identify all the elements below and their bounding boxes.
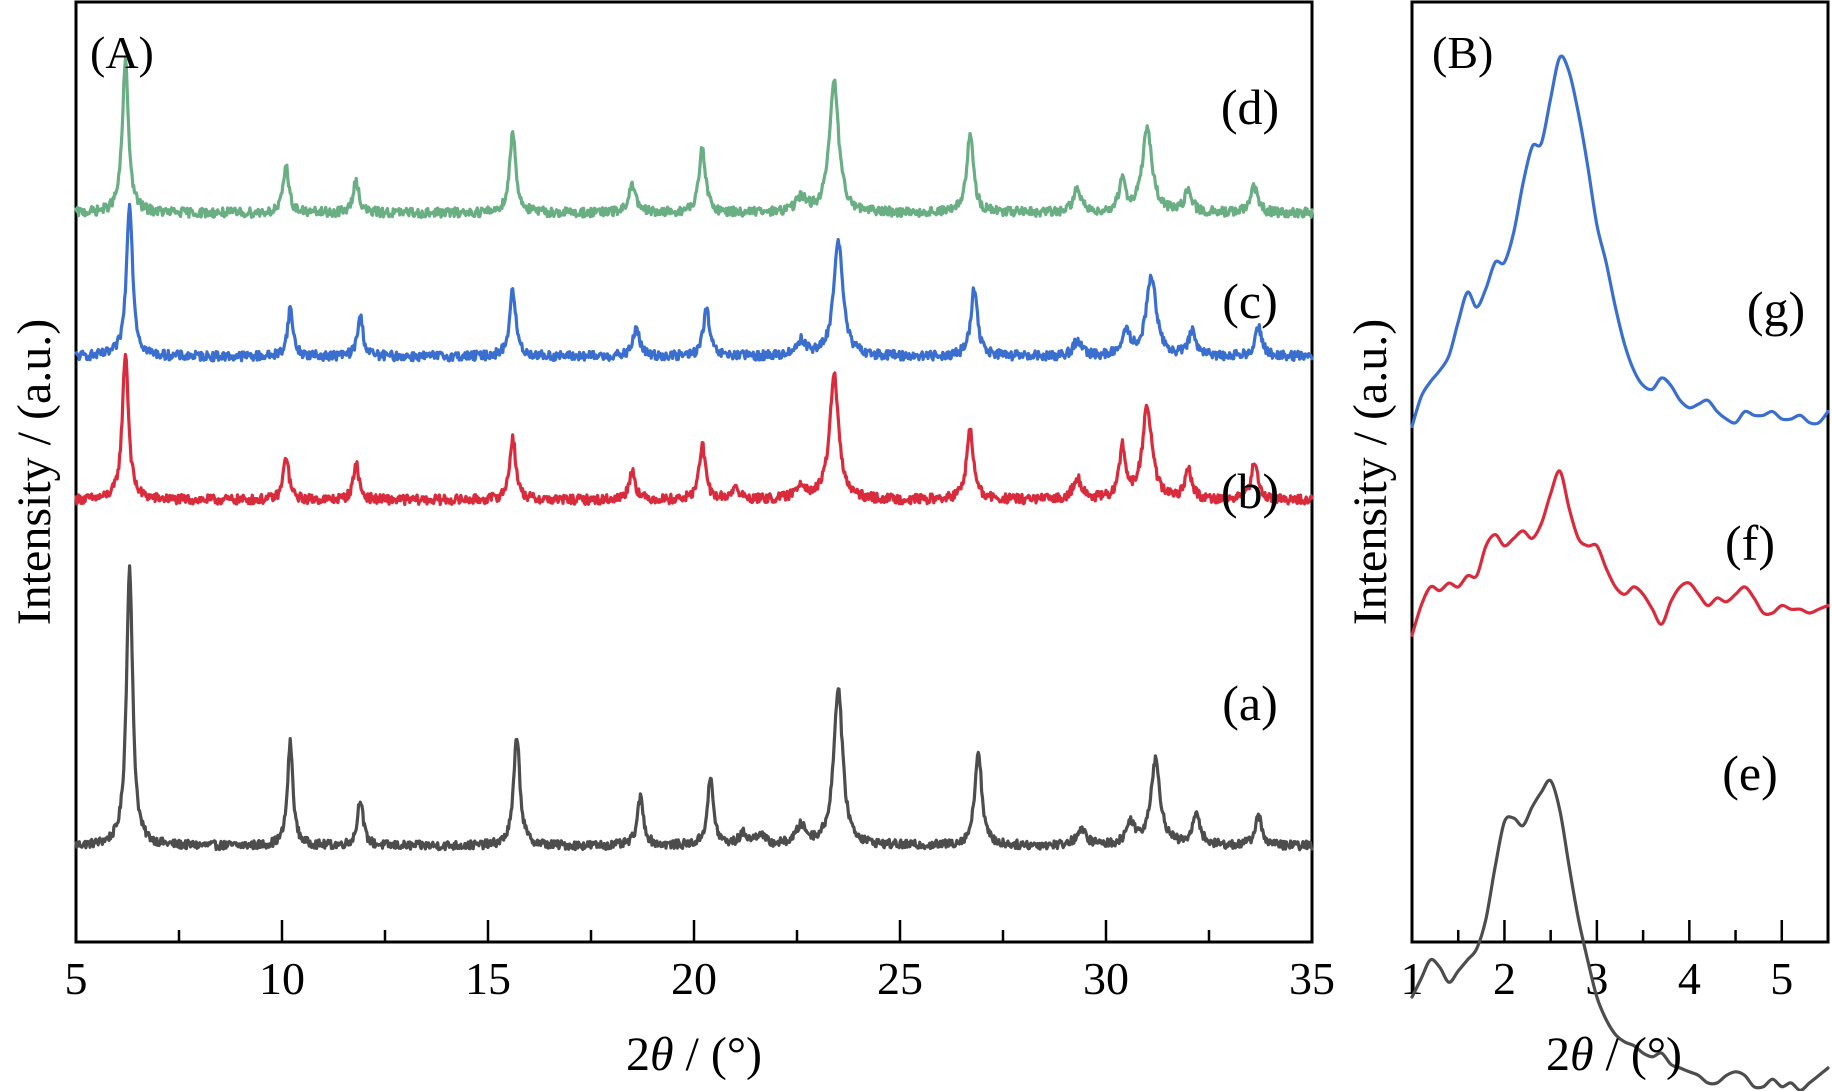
panel-a: 5 10 15 20 25 30 35 (a)(b)(c)(d) (A) 2θ / (°) … [8, 0, 1335, 1081]
x-tick-label: 4 [1678, 953, 1701, 1004]
x-tick-label: 15 [465, 953, 511, 1004]
series-label-e: (e) [1722, 745, 1778, 801]
x-tick-label: 3 [1585, 953, 1608, 1004]
series-line-d [74, 57, 1314, 219]
x-tick-label: 30 [1083, 953, 1129, 1004]
panel-a-x-axis-title: 2θ / (°) [626, 1028, 762, 1081]
panel-a-label: (A) [90, 27, 154, 78]
x-tick-label: 2 [1493, 953, 1516, 1004]
x-tick-label: 1 [1401, 953, 1424, 1004]
series-label-d: (d) [1221, 79, 1279, 135]
series-line-f [1410, 469, 1830, 637]
series-line-a [74, 564, 1314, 852]
panel-b-y-axis-title: Intensity / (a.u.) [1344, 319, 1397, 626]
panel-a-y-axis-title: Intensity / (a.u.) [8, 319, 61, 626]
series-line-c [74, 202, 1314, 363]
series-line-b [74, 352, 1314, 507]
panel-b-traces [1410, 54, 1830, 1091]
series-label-a: (a) [1222, 675, 1278, 731]
series-line-e [1410, 778, 1830, 1091]
panel-b-x-axis-title: 2θ / (°) [1546, 1028, 1682, 1081]
panel-b-series-labels: (e) (f) (g) [1722, 281, 1805, 801]
series-line-g [1410, 54, 1830, 429]
x-tick-label: 35 [1289, 953, 1335, 1004]
x-tick-label: 25 [877, 953, 923, 1004]
x-tick-label: 20 [671, 953, 717, 1004]
panel-b: 1 2 3 4 5 (e) (f) (g) (B) 2θ / (°) Intensity /… [1344, 0, 1830, 1091]
series-label-f: (f) [1725, 515, 1775, 571]
series-label-g: (g) [1747, 281, 1805, 337]
panel-b-x-ticks: 1 2 3 4 5 [1401, 920, 1830, 1004]
panel-a-traces [74, 57, 1314, 852]
panel-b-plot-frame [1410, 0, 1830, 944]
x-tick-label: 10 [259, 953, 305, 1004]
panel-a-x-ticks: 5 10 15 20 25 30 35 [65, 920, 1335, 1004]
series-label-b: (b) [1221, 463, 1279, 519]
x-tick-label: 5 [1770, 953, 1793, 1004]
panel-a-series-labels: (a) (b) (c) (d) [1221, 79, 1279, 731]
panel-b-label: (B) [1432, 27, 1493, 78]
x-tick-label: 5 [65, 953, 88, 1004]
series-label-c: (c) [1222, 273, 1278, 329]
